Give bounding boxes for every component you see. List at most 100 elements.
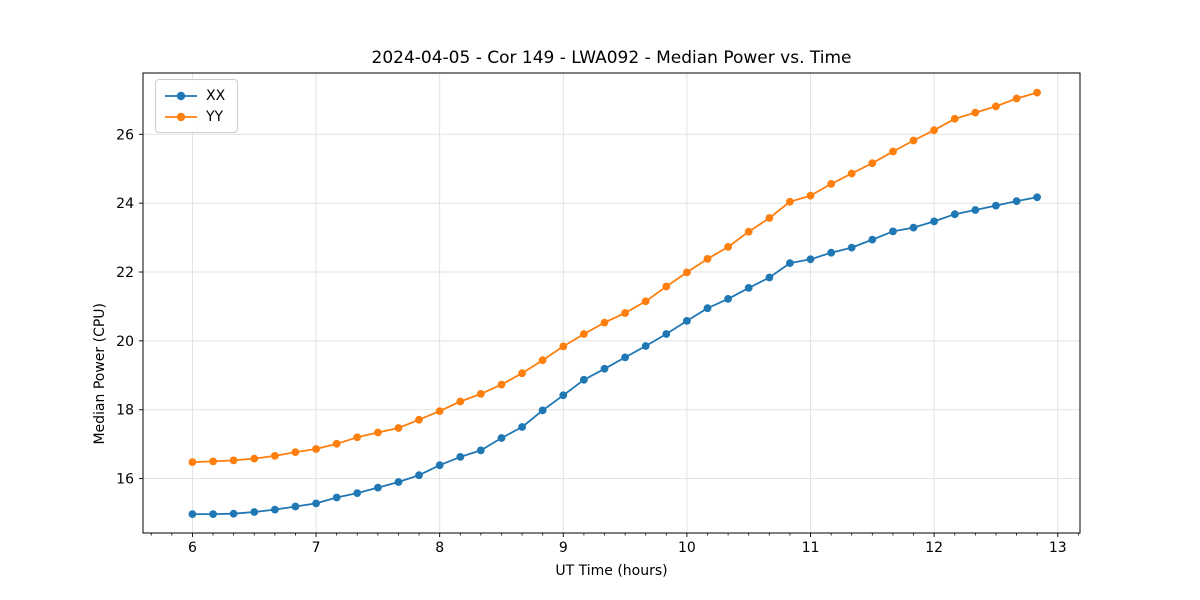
data-point-yy bbox=[662, 282, 671, 291]
data-point-xx bbox=[188, 510, 197, 518]
data-point-yy bbox=[580, 330, 588, 338]
data-point-yy bbox=[641, 297, 650, 306]
data-point-xx bbox=[724, 295, 732, 303]
y-tick-label: 18 bbox=[116, 403, 134, 419]
data-point-yy bbox=[456, 397, 465, 406]
data-point-xx bbox=[250, 508, 259, 516]
data-point-yy bbox=[518, 369, 526, 378]
data-point-yy bbox=[971, 108, 980, 117]
x-tick-label: 8 bbox=[435, 540, 444, 556]
data-point-yy bbox=[703, 255, 712, 263]
data-point-yy bbox=[827, 180, 836, 188]
series-line-yy bbox=[192, 91, 1038, 463]
x-tick-label: 10 bbox=[678, 540, 696, 556]
data-point-yy bbox=[332, 439, 341, 448]
y-tick-label: 26 bbox=[116, 127, 134, 143]
data-point-yy bbox=[291, 448, 300, 456]
data-point-xx bbox=[909, 223, 918, 232]
data-point-xx bbox=[868, 235, 877, 244]
data-point-yy bbox=[683, 268, 691, 277]
data-point-xx bbox=[930, 217, 938, 226]
x-tick-label: 6 bbox=[188, 540, 197, 556]
x-tick-label: 11 bbox=[802, 540, 820, 556]
data-point-xx bbox=[497, 434, 506, 442]
data-point-yy bbox=[415, 415, 423, 424]
data-point-xx bbox=[621, 353, 629, 362]
y-tick-label: 24 bbox=[116, 196, 134, 212]
data-point-yy bbox=[744, 227, 753, 236]
legend-item-yy: YY bbox=[164, 106, 225, 127]
y-tick-label: 22 bbox=[116, 265, 134, 281]
data-point-xx bbox=[889, 227, 897, 236]
data-point-yy bbox=[229, 456, 238, 465]
data-point-yy bbox=[909, 136, 918, 145]
data-point-yy bbox=[992, 102, 1000, 111]
x-axis-label: UT Time (hours) bbox=[555, 563, 668, 579]
data-point-xx bbox=[703, 304, 712, 313]
data-point-xx bbox=[806, 255, 815, 264]
data-point-yy bbox=[497, 380, 506, 389]
data-point-xx bbox=[271, 505, 279, 514]
data-point-xx bbox=[456, 453, 465, 461]
data-point-xx bbox=[476, 446, 485, 455]
x-tick-label: 13 bbox=[1049, 540, 1067, 556]
data-point-xx bbox=[394, 478, 403, 486]
data-point-xx bbox=[312, 499, 320, 508]
legend-label: YY bbox=[206, 108, 224, 125]
data-point-xx bbox=[641, 342, 650, 350]
data-point-yy bbox=[889, 147, 897, 156]
data-point-yy bbox=[600, 318, 609, 327]
x-tick-label: 7 bbox=[312, 540, 321, 556]
data-point-xx bbox=[847, 243, 856, 252]
data-point-xx bbox=[435, 461, 444, 470]
data-point-yy bbox=[538, 356, 547, 365]
data-point-yy bbox=[786, 197, 794, 206]
data-point-xx bbox=[744, 284, 753, 292]
data-point-xx bbox=[1012, 197, 1021, 206]
chart-title: 2024-04-05 - Cor 149 - LWA092 - Median P… bbox=[371, 48, 852, 68]
data-point-yy bbox=[1012, 94, 1021, 103]
data-point-xx bbox=[518, 423, 526, 431]
data-point-yy bbox=[188, 458, 197, 466]
data-point-xx bbox=[786, 259, 794, 267]
legend: XX YY bbox=[155, 79, 239, 133]
data-point-yy bbox=[435, 407, 444, 415]
data-point-yy bbox=[847, 169, 856, 178]
data-point-yy bbox=[806, 191, 815, 200]
data-point-xx bbox=[415, 471, 423, 480]
legend-line-marker-icon bbox=[164, 110, 198, 124]
y-tick-label: 16 bbox=[116, 472, 134, 488]
data-point-xx bbox=[827, 248, 836, 257]
data-point-yy bbox=[250, 454, 259, 463]
data-point-xx bbox=[332, 493, 341, 502]
series-line-xx bbox=[192, 196, 1038, 515]
data-point-xx bbox=[559, 391, 568, 400]
data-point-xx bbox=[580, 375, 588, 384]
x-tick-label: 9 bbox=[559, 540, 568, 556]
data-point-yy bbox=[724, 243, 732, 251]
data-point-yy bbox=[930, 126, 938, 135]
data-point-yy bbox=[950, 114, 959, 123]
data-point-yy bbox=[353, 433, 362, 442]
data-point-xx bbox=[683, 317, 691, 325]
y-tick-label: 20 bbox=[116, 334, 134, 350]
data-point-xx bbox=[662, 330, 671, 338]
data-point-xx bbox=[600, 364, 609, 373]
data-point-xx bbox=[1033, 193, 1041, 202]
data-point-yy bbox=[765, 214, 774, 222]
data-point-yy bbox=[312, 445, 320, 453]
data-point-xx bbox=[971, 206, 980, 214]
data-point-yy bbox=[209, 457, 218, 466]
x-tick-label: 12 bbox=[925, 540, 943, 556]
data-point-xx bbox=[229, 509, 238, 518]
data-point-xx bbox=[765, 273, 774, 282]
legend-item-xx: XX bbox=[164, 85, 225, 106]
data-point-yy bbox=[621, 309, 629, 317]
data-point-yy bbox=[374, 428, 382, 437]
data-point-xx bbox=[209, 510, 218, 518]
data-point-xx bbox=[538, 406, 547, 415]
data-point-yy bbox=[271, 452, 279, 460]
data-point-yy bbox=[1033, 88, 1041, 97]
